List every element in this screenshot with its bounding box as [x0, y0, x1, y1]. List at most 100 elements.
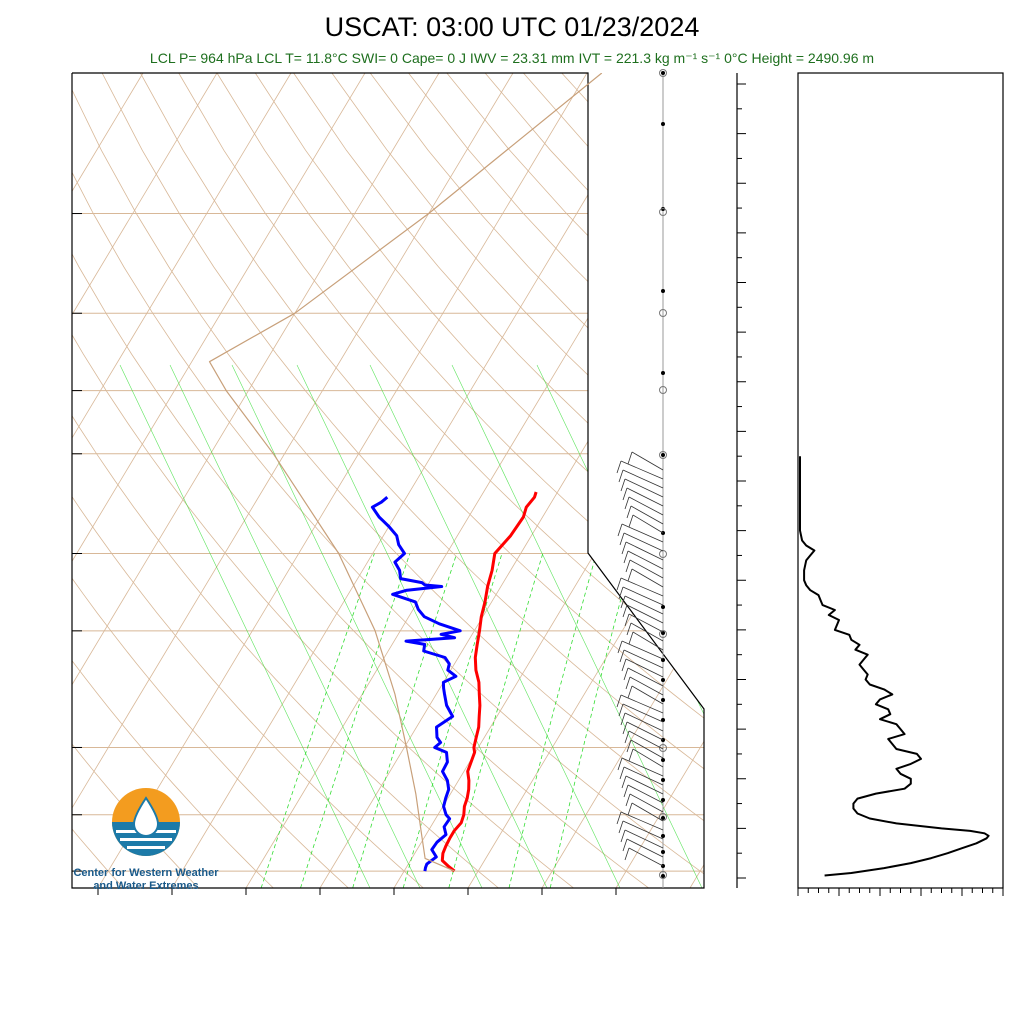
- wind-barb: [622, 820, 664, 840]
- wind-barb-feather: [623, 667, 629, 681]
- wind-level-dot: [661, 605, 665, 609]
- wind-barb-feather: [620, 595, 626, 609]
- water-vapor-flux-line: [799, 456, 990, 877]
- wind-barb: [628, 730, 664, 750]
- wind-barb-feather: [619, 649, 625, 663]
- wind-barb: [632, 514, 664, 534]
- isotherm-line: [72, 73, 514, 888]
- cw3e-logo: Center for Western Weather and Water Ext…: [73, 788, 219, 892]
- wind-level-dot: [661, 778, 665, 782]
- wind-level-dot: [661, 453, 665, 457]
- wind-level-dot: [661, 816, 665, 820]
- wind-barb-feather: [628, 514, 634, 528]
- isotherm-line: [0, 73, 69, 888]
- dry-adiabat: [293, 73, 704, 888]
- wind-barb-feather: [627, 568, 633, 582]
- dry-adiabat: [72, 73, 574, 888]
- isotherm-line: [467, 73, 704, 888]
- wind-level-dot: [661, 718, 665, 722]
- skewt-frame: [71, 72, 705, 889]
- isotherm-line: [72, 73, 292, 888]
- moist-adiabat-line: [231, 364, 483, 888]
- wind-barb-feather: [623, 550, 629, 564]
- wind-barb: [624, 712, 664, 732]
- logo-wave-2: [120, 838, 172, 841]
- wind-calm-circle: [659, 813, 667, 821]
- wind-level-dot: [661, 798, 665, 802]
- wind-barb: [630, 739, 664, 759]
- chart-title: USCAT: 03:00 UTC 01/23/2024: [325, 12, 700, 42]
- wind-barb: [627, 667, 664, 687]
- wind-barb: [620, 577, 664, 597]
- wind-barb-feather: [624, 847, 630, 861]
- wind-barb: [620, 811, 664, 831]
- wind-level-dot: [661, 698, 665, 702]
- wind-barb: [629, 676, 664, 696]
- wind-level-dot: [661, 289, 665, 293]
- moist-adiabat-line: [536, 364, 704, 888]
- wind-barb-feather: [627, 685, 633, 699]
- wind-barb-feather: [625, 793, 631, 807]
- mixing-ratio-line: [508, 553, 597, 888]
- wind-calm-circle: [659, 550, 667, 558]
- wind-barb-feather: [625, 559, 631, 573]
- wind-barb-feather: [621, 775, 627, 789]
- wind-barb: [623, 766, 664, 786]
- dry-adiabat: [446, 73, 704, 888]
- wind-barb: [623, 532, 664, 552]
- wind-barb-feather: [625, 676, 631, 690]
- wind-barb: [626, 487, 664, 507]
- wind-barb: [632, 631, 664, 651]
- flux-frame: [797, 72, 1004, 889]
- wind-barb-feather: [616, 577, 622, 591]
- sounding-summary: LCL P= 964 hPa LCL T= 11.8°C SWI= 0 Cape…: [150, 50, 874, 66]
- dry-adiabat: [72, 73, 499, 888]
- isotherm-line: [171, 73, 662, 888]
- wind-calm-circle: [659, 630, 667, 638]
- wind-barb: [629, 793, 664, 813]
- wind-calm-circle: [659, 451, 667, 459]
- wind-barb-feather: [624, 613, 630, 627]
- wind-barb-feather: [618, 703, 624, 717]
- dry-adiabat: [331, 73, 704, 888]
- wind-barb: [627, 784, 664, 804]
- wind-barb-feather: [617, 757, 623, 771]
- wind-level-dot: [661, 71, 665, 75]
- dry-adiabat: [72, 73, 124, 888]
- wind-barb: [622, 469, 664, 489]
- skewt-background: [0, 73, 704, 888]
- wind-barb-feather: [628, 748, 634, 762]
- wind-barb: [623, 649, 664, 669]
- isotherm-line: [615, 73, 704, 888]
- dry-adiabat: [72, 73, 274, 888]
- dry-adiabat: [178, 73, 704, 888]
- wind-barb-feather: [626, 739, 632, 753]
- logo-drop: [132, 796, 160, 837]
- mixing-ratio-line: [300, 553, 411, 888]
- wind-barb: [624, 595, 664, 615]
- wind-barb-feather: [619, 532, 625, 546]
- wind-barb-feather: [620, 478, 626, 492]
- wind-level-dot: [661, 874, 665, 878]
- wind-barb: [629, 559, 664, 579]
- wind-calm-circle: [659, 386, 667, 394]
- mixing-ratio-line: [260, 553, 375, 888]
- skewt-panel: [0, 69, 705, 895]
- wind-barb-feather: [616, 811, 622, 825]
- wind-barb: [631, 685, 664, 705]
- dry-adiabat: [523, 73, 704, 888]
- wind-barb-feather: [620, 829, 626, 843]
- wind-barb-feather: [619, 766, 625, 780]
- wind-barb-feather: [624, 496, 630, 510]
- wind-barb: [624, 478, 664, 498]
- dry-adiabat: [140, 73, 704, 888]
- mixing-ratio-line: [549, 553, 634, 888]
- wind-barb: [620, 694, 664, 714]
- wind-barb: [632, 748, 664, 768]
- wind-barb-feather: [617, 523, 623, 537]
- wind-barb: [626, 838, 664, 858]
- dry-adiabat: [0, 73, 48, 888]
- sounding-lines: [208, 73, 603, 873]
- wind-barb-feather: [626, 622, 632, 636]
- dry-adiabat: [408, 73, 704, 888]
